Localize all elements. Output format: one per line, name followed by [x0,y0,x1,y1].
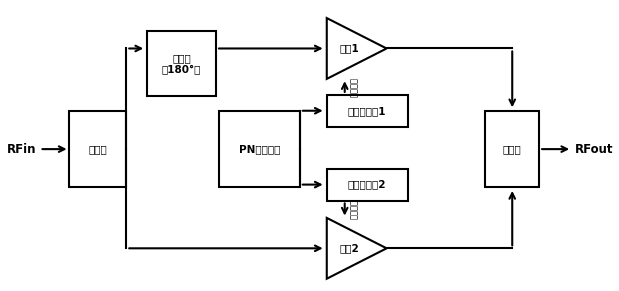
Text: 合成器: 合成器 [503,144,522,154]
Text: 电源调制器2: 电源调制器2 [348,180,386,190]
Polygon shape [327,18,387,79]
Text: 功放2: 功放2 [340,243,360,253]
Text: RFin: RFin [7,143,36,156]
Polygon shape [327,218,387,279]
Bar [327,95,407,127]
Text: 漏极供电: 漏极供电 [350,199,358,219]
Text: RFout: RFout [575,143,613,156]
Bar [69,111,126,187]
Bar [219,111,300,187]
Text: 功分器: 功分器 [89,144,107,154]
Text: 功放1: 功放1 [340,43,360,54]
Text: 电源调制器1: 电源调制器1 [348,106,386,116]
Text: 漏极供电: 漏极供电 [350,77,358,97]
Bar [147,31,216,96]
Bar [485,111,539,187]
Bar [327,169,407,200]
Text: PN码配置器: PN码配置器 [239,144,280,154]
Text: 移相器
（180°）: 移相器 （180°） [162,53,201,74]
